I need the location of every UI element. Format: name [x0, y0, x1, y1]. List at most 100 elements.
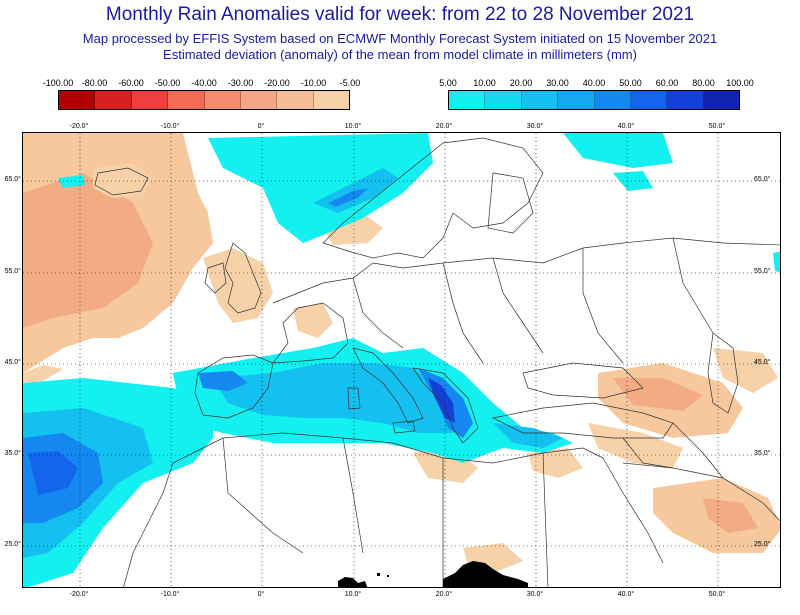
legend-color-swatch [485, 91, 522, 109]
legend-tick-label: -10.00 [300, 78, 327, 88]
legend-tick-label: -40.00 [191, 78, 217, 88]
legend-tick-label: -100.00 [42, 78, 74, 88]
legend-tick-label: 30.00 [546, 78, 569, 88]
wet-area-barents [613, 171, 653, 191]
coast-north-africa [172, 432, 604, 464]
legend-tick-label: 50.00 [619, 78, 642, 88]
axis-tick-label: 40.0° [617, 123, 635, 130]
wet-area-norwegian-sea [208, 133, 433, 243]
wet-area-greece-deep [428, 378, 455, 423]
coast-scandinavia [322, 137, 544, 259]
dry-anomaly-areas [23, 133, 780, 573]
wet-area-iceland-south [58, 175, 85, 188]
border-africa-1 [222, 437, 304, 554]
legend-positive-anomaly: 5.00 10.00 20.00 30.00 40.00 50.00 60.00 80.00 1… [439, 78, 754, 113]
legend-tick-label: -30.00 [227, 78, 254, 88]
border-europe-3 [492, 257, 544, 354]
coast-anatolia [491, 402, 674, 439]
axis-tick-label: -20.0° [69, 591, 89, 598]
legend-tick-label: 80.00 [692, 78, 715, 88]
wet-area-north-russia [563, 133, 673, 168]
coast-europe-west [272, 237, 780, 304]
dry-area-iceland [93, 163, 153, 198]
dry-area-egypt [528, 448, 583, 478]
border-europe-5 [672, 237, 714, 334]
coast-great-britain [224, 242, 262, 314]
legend-tick-label: -60.00 [118, 78, 144, 88]
coast-black-sea [522, 362, 644, 399]
legend-color-swatch [558, 91, 595, 109]
rain-anomaly-map [22, 132, 781, 588]
dry-area-central-atlantic [23, 365, 63, 383]
coast-iberia [194, 354, 274, 419]
legend-tick-label: 100.00 [726, 78, 754, 88]
map-subtitle-units: Estimated deviation (anomaly) of the mea… [163, 47, 637, 62]
map-subtitle-processing: Map processed by EFFIS System based on E… [82, 31, 718, 46]
axis-tick-label: 25.0° [4, 541, 21, 548]
legend-negative-colorbar [58, 90, 350, 110]
legend-tick-label: 20.00 [509, 78, 533, 88]
coast-france [272, 302, 349, 364]
axis-tick-label: -20.0° [69, 123, 89, 130]
axis-tick-label: 10.0° [344, 123, 362, 130]
masked-area-libya [338, 577, 368, 587]
wet-area-atlantic-south-deep [28, 451, 78, 495]
dry-area-france [293, 303, 333, 338]
legend-color-swatch [168, 91, 205, 109]
legend-color-swatch [95, 91, 132, 109]
legend-color-swatch [204, 91, 241, 109]
legend-color-swatch [521, 91, 559, 109]
map-title: Monthly Rain Anomalies valid for week: f… [105, 4, 695, 25]
legend-positive-colorbar [448, 90, 740, 110]
legend-color-swatch [313, 91, 349, 109]
coast-sicily [392, 420, 416, 434]
legend-tick-label: -50.00 [154, 78, 181, 88]
legend-tick-label: 10.00 [473, 78, 496, 88]
border-africa-4 [542, 452, 549, 587]
wet-area-norway-coast-deep [328, 188, 368, 207]
legend-color-swatch [630, 91, 668, 109]
legend-color-swatch [703, 91, 739, 109]
border-middle-east-2 [672, 422, 724, 479]
legend-color-swatch [667, 91, 704, 109]
axis-tick-label: 10.0° [344, 591, 362, 598]
coast-west-africa [123, 462, 174, 587]
dry-area-iran-core [703, 498, 758, 533]
masked-area-sudan [443, 561, 528, 587]
axis-tick-label: 20.0° [435, 591, 453, 598]
coast-italy [352, 347, 424, 424]
coast-red-sea [602, 457, 664, 564]
legend-tick-label: -80.00 [81, 78, 108, 88]
coast-iceland [94, 167, 149, 196]
axis-tick-label: -10.0° [160, 123, 180, 130]
axis-tick-label: 55.0° [4, 268, 21, 275]
axis-tick-label: -10.0° [160, 591, 180, 598]
axis-tick-label: 35.0° [754, 450, 771, 457]
coast-sardinia [347, 387, 361, 410]
coast-ireland [204, 262, 227, 294]
wet-anomaly-areas [23, 133, 780, 587]
legend-color-swatch [449, 91, 486, 109]
axis-tick-label: 30.0° [526, 591, 544, 598]
legend-color-swatch [277, 91, 314, 109]
graticule [23, 133, 780, 587]
coast-finland [487, 172, 534, 234]
legend-tick-label: -5.00 [339, 78, 361, 88]
border-middle-east-1 [622, 437, 674, 469]
axis-tick-label: 35.0° [4, 450, 21, 457]
dry-area-north-atlantic-core [23, 173, 153, 328]
axis-tick-label: 50.0° [708, 591, 726, 598]
border-europe-2 [442, 262, 484, 364]
legend-tick-label: -20.00 [264, 78, 290, 88]
map-canvas [23, 133, 780, 587]
masked-area-dot-2 [387, 575, 389, 577]
axis-tick-label: 65.0° [754, 176, 771, 183]
axis-tick-label: 0° [257, 591, 265, 598]
dry-area-middle-east [588, 423, 683, 468]
dry-area-caucasus [713, 348, 778, 393]
wet-area-aegean [493, 423, 563, 448]
dry-area-anatolia-core [613, 378, 703, 411]
dry-area-british-isles [203, 248, 273, 323]
coast-balkans [412, 367, 479, 444]
border-europe-1 [352, 277, 404, 349]
